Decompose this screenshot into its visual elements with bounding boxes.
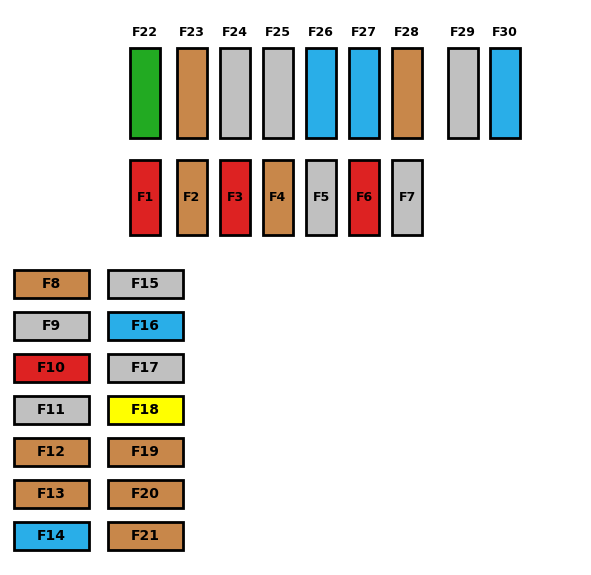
FancyBboxPatch shape <box>306 48 336 138</box>
Text: F21: F21 <box>131 529 160 543</box>
FancyBboxPatch shape <box>14 396 89 424</box>
FancyBboxPatch shape <box>306 160 336 235</box>
Text: F5: F5 <box>313 191 330 204</box>
FancyBboxPatch shape <box>14 438 89 466</box>
FancyBboxPatch shape <box>220 160 250 235</box>
FancyBboxPatch shape <box>177 160 207 235</box>
FancyBboxPatch shape <box>130 160 160 235</box>
Text: F10: F10 <box>37 361 66 375</box>
Text: F12: F12 <box>37 445 66 459</box>
Text: F3: F3 <box>226 191 243 204</box>
FancyBboxPatch shape <box>108 312 183 340</box>
Text: F13: F13 <box>37 487 66 501</box>
FancyBboxPatch shape <box>392 160 422 235</box>
Text: F18: F18 <box>131 403 160 417</box>
Text: F17: F17 <box>131 361 160 375</box>
FancyBboxPatch shape <box>14 312 89 340</box>
FancyBboxPatch shape <box>220 48 250 138</box>
Text: F27: F27 <box>351 26 377 40</box>
FancyBboxPatch shape <box>14 270 89 298</box>
Text: F2: F2 <box>183 191 200 204</box>
FancyBboxPatch shape <box>448 48 478 138</box>
Text: F14: F14 <box>37 529 66 543</box>
FancyBboxPatch shape <box>392 48 422 138</box>
FancyBboxPatch shape <box>263 48 293 138</box>
Text: F29: F29 <box>450 26 476 40</box>
FancyBboxPatch shape <box>108 396 183 424</box>
FancyBboxPatch shape <box>108 270 183 298</box>
FancyBboxPatch shape <box>130 48 160 138</box>
FancyBboxPatch shape <box>108 480 183 508</box>
FancyBboxPatch shape <box>349 160 379 235</box>
Text: F4: F4 <box>269 191 287 204</box>
Text: F19: F19 <box>131 445 160 459</box>
FancyBboxPatch shape <box>14 354 89 382</box>
FancyBboxPatch shape <box>108 354 183 382</box>
Text: F25: F25 <box>265 26 291 40</box>
Text: F15: F15 <box>131 277 160 291</box>
Text: F20: F20 <box>131 487 160 501</box>
Text: F23: F23 <box>179 26 205 40</box>
Text: F22: F22 <box>132 26 158 40</box>
Text: F8: F8 <box>42 277 61 291</box>
FancyBboxPatch shape <box>263 160 293 235</box>
Text: F26: F26 <box>308 26 334 40</box>
FancyBboxPatch shape <box>108 522 183 550</box>
Text: F30: F30 <box>492 26 518 40</box>
FancyBboxPatch shape <box>14 522 89 550</box>
FancyBboxPatch shape <box>14 480 89 508</box>
FancyBboxPatch shape <box>177 48 207 138</box>
Text: F6: F6 <box>355 191 372 204</box>
Text: F1: F1 <box>137 191 154 204</box>
Text: F24: F24 <box>222 26 248 40</box>
Text: F16: F16 <box>131 319 160 333</box>
FancyBboxPatch shape <box>490 48 520 138</box>
FancyBboxPatch shape <box>108 438 183 466</box>
Text: F28: F28 <box>394 26 420 40</box>
Text: F7: F7 <box>398 191 415 204</box>
Text: F11: F11 <box>37 403 66 417</box>
Text: F9: F9 <box>42 319 61 333</box>
FancyBboxPatch shape <box>349 48 379 138</box>
